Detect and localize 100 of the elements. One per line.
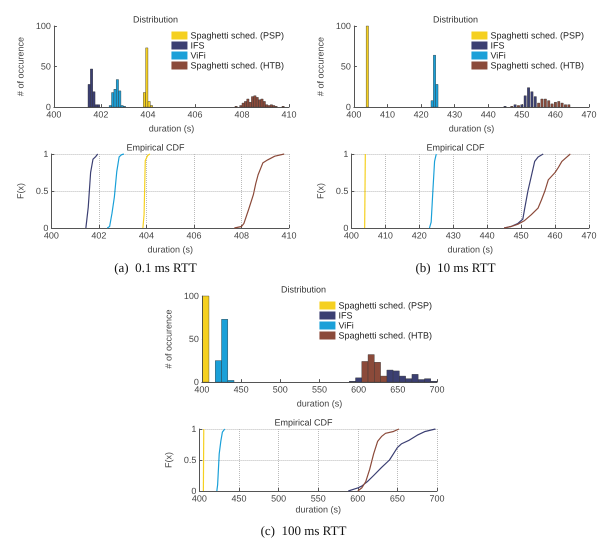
y-tick-label: 0.5 — [36, 186, 48, 196]
y-tick-label: 0.5 — [336, 186, 348, 196]
y-tick-label: 50 — [340, 62, 351, 72]
x-tick-label: 406 — [187, 110, 202, 120]
x-tick-label: 700 — [429, 384, 445, 395]
x-tick-label: 400 — [194, 384, 210, 395]
y-tick-label: 50 — [40, 62, 51, 72]
chart-title: Distribution — [280, 284, 326, 294]
x-tick-label: 410 — [378, 230, 393, 240]
legend-label: IFS — [338, 310, 352, 320]
line-series — [142, 153, 151, 229]
bar — [527, 87, 530, 108]
x-tick-label: 400 — [192, 494, 207, 504]
chart-title: Distribution — [432, 14, 478, 24]
x-tick-label: 420 — [412, 230, 427, 240]
bar — [564, 104, 567, 108]
x-tick-label: 408 — [234, 230, 249, 240]
legend-label: Spaghetti sched. (HTB) — [490, 60, 584, 70]
y-tick-label: 0 — [46, 102, 51, 112]
y-axis-title: # of occurence — [316, 37, 326, 96]
line-series — [216, 428, 226, 492]
x-tick-label: 406 — [186, 230, 202, 240]
y-tick-label: 50 — [188, 334, 199, 344]
y-tick-label: 0 — [194, 377, 199, 388]
x-tick-label: 430 — [446, 230, 461, 240]
x-tick-label: 550 — [312, 384, 327, 395]
x-tick-label: 500 — [271, 494, 286, 504]
x-tick-label: 460 — [548, 230, 563, 240]
legend-label: Spaghetti sched. (PSP) — [490, 30, 584, 40]
legend-label: Spaghetti sched. (HTB) — [338, 330, 432, 340]
x-tick-label: 470 — [581, 230, 597, 240]
x-tick-label: 650 — [390, 494, 405, 504]
bar — [514, 104, 516, 108]
x-tick-label: 450 — [514, 230, 529, 240]
legend-label: ViFi — [190, 50, 206, 60]
bar — [547, 100, 550, 108]
bar — [544, 98, 547, 108]
chart-title: Empirical CDF — [426, 142, 485, 152]
x-tick-label: 600 — [351, 384, 366, 395]
x-axis-title: duration (s) — [295, 504, 341, 514]
y-tick-label: 0 — [346, 102, 351, 112]
line-series — [85, 153, 98, 229]
x-tick-label: 470 — [581, 110, 597, 120]
x-tick-label: 450 — [231, 494, 247, 504]
y-tick-label: 100 — [336, 21, 351, 31]
bar — [246, 98, 250, 108]
legend-label: ViFi — [338, 320, 354, 330]
bar — [258, 100, 261, 108]
line-series — [504, 153, 571, 229]
bar — [244, 101, 247, 108]
x-tick-label: 440 — [480, 110, 496, 120]
bar — [111, 92, 114, 108]
x-tick-label: 600 — [350, 494, 366, 504]
line-series — [106, 153, 124, 229]
y-tick-label: 1 — [43, 149, 48, 159]
x-axis-title: duration (s) — [448, 124, 494, 134]
y-tick-label: 0 — [343, 223, 348, 233]
y-axis-title: # of occurence — [16, 37, 26, 96]
x-tick-label: 440 — [480, 230, 495, 240]
x-tick-label: 400 — [44, 230, 59, 240]
chart-title: Empirical CDF — [274, 418, 333, 428]
y-tick-label: 0 — [191, 486, 196, 496]
x-tick-label: 400 — [346, 110, 362, 120]
legend-label: Spaghetti sched. (PSP) — [190, 30, 284, 40]
line-series — [357, 428, 400, 492]
y-axis-title: # of occurence — [164, 310, 174, 369]
y-axis-title: F(x) — [164, 452, 174, 468]
bar — [145, 48, 148, 108]
legend-label: Spaghetti sched. (PSP) — [338, 300, 432, 310]
bar — [366, 26, 369, 108]
y-axis-title: F(x) — [16, 183, 26, 199]
chart-title: Empirical CDF — [126, 142, 185, 152]
bar — [550, 104, 554, 108]
x-tick-label: 402 — [91, 230, 106, 240]
x-tick-label: 410 — [281, 110, 297, 120]
x-tick-label: 400 — [344, 230, 359, 240]
legend-label: IFS — [190, 40, 204, 50]
bar — [557, 101, 560, 108]
x-tick-label: 500 — [272, 384, 288, 395]
x-tick-label: 400 — [46, 110, 62, 120]
x-tick-label: 450 — [514, 110, 530, 120]
x-axis-title: duration (s) — [447, 244, 493, 254]
x-axis-title: duration (s) — [147, 244, 193, 254]
y-tick-label: 0.5 — [184, 455, 196, 465]
bar — [97, 104, 100, 108]
y-tick-label: 100 — [36, 21, 51, 31]
legend-label: Spaghetti sched. (HTB) — [190, 60, 284, 70]
bar — [90, 68, 93, 108]
line-series — [428, 153, 437, 229]
y-tick-label: 1 — [191, 424, 196, 434]
bar — [254, 96, 256, 108]
x-tick-label: 404 — [138, 230, 154, 240]
bar — [530, 91, 534, 108]
x-tick-label: 410 — [380, 110, 396, 120]
bar — [433, 54, 436, 108]
x-axis-title: duration (s) — [296, 398, 342, 408]
x-tick-label: 460 — [548, 110, 563, 120]
bar — [567, 104, 570, 108]
text: (b) 10 ms RTT — [415, 260, 496, 275]
bar — [540, 98, 544, 108]
